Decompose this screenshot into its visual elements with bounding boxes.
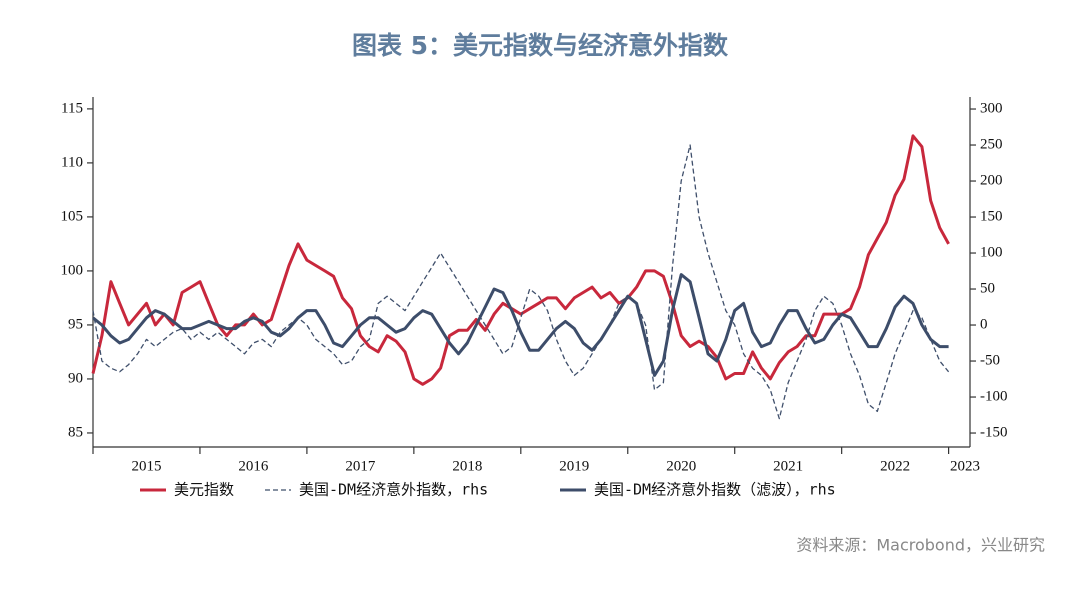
- x-tick-label: 2022: [880, 458, 910, 474]
- y-tick-label: 100: [61, 262, 84, 278]
- x-tick-label: 2019: [559, 458, 589, 474]
- y-tick-label: 95: [68, 316, 83, 332]
- series-line: [92, 273, 949, 377]
- y-tick-label: 110: [61, 154, 83, 170]
- x-tick-label: 2015: [131, 458, 161, 474]
- y-tick-label: 115: [61, 100, 83, 116]
- y2-tick-label: 0: [980, 316, 988, 332]
- y2-tick-label: 250: [980, 136, 1003, 152]
- y-tick-label: 85: [68, 424, 83, 440]
- series-line: [91, 134, 950, 386]
- x-tick-label: 2021: [773, 458, 803, 474]
- x-tick-label: 2023: [950, 458, 980, 474]
- x-tick-label: 2020: [666, 458, 696, 474]
- y2-tick-label: 100: [980, 244, 1003, 260]
- y2-tick-label: 150: [980, 208, 1003, 224]
- chart-title: 图表 5：美元指数与经济意外指数: [352, 31, 729, 60]
- y-tick-label: 105: [61, 208, 84, 224]
- x-tick-label: 2018: [452, 458, 482, 474]
- series-line: [92, 144, 950, 420]
- source: 资料来源：Macrobond，兴业研究: [796, 536, 1045, 555]
- x-tick-label: 2017: [345, 458, 376, 474]
- y2-tick-label: -150: [980, 424, 1008, 440]
- legend-label: 美国-DM经济意外指数（滤波），rhs: [594, 481, 836, 499]
- y2-tick-label: 200: [980, 172, 1003, 188]
- legend-label: 美元指数: [174, 481, 234, 499]
- y2-tick-label: -50: [980, 352, 1000, 368]
- y-tick-label: 90: [68, 370, 83, 386]
- legend-label: 美国-DM经济意外指数，rhs: [299, 481, 488, 499]
- y2-tick-label: -100: [980, 388, 1008, 404]
- y2-tick-label: 300: [980, 100, 1003, 116]
- y2-tick-label: 50: [980, 280, 995, 296]
- x-tick-label: 2016: [238, 458, 269, 474]
